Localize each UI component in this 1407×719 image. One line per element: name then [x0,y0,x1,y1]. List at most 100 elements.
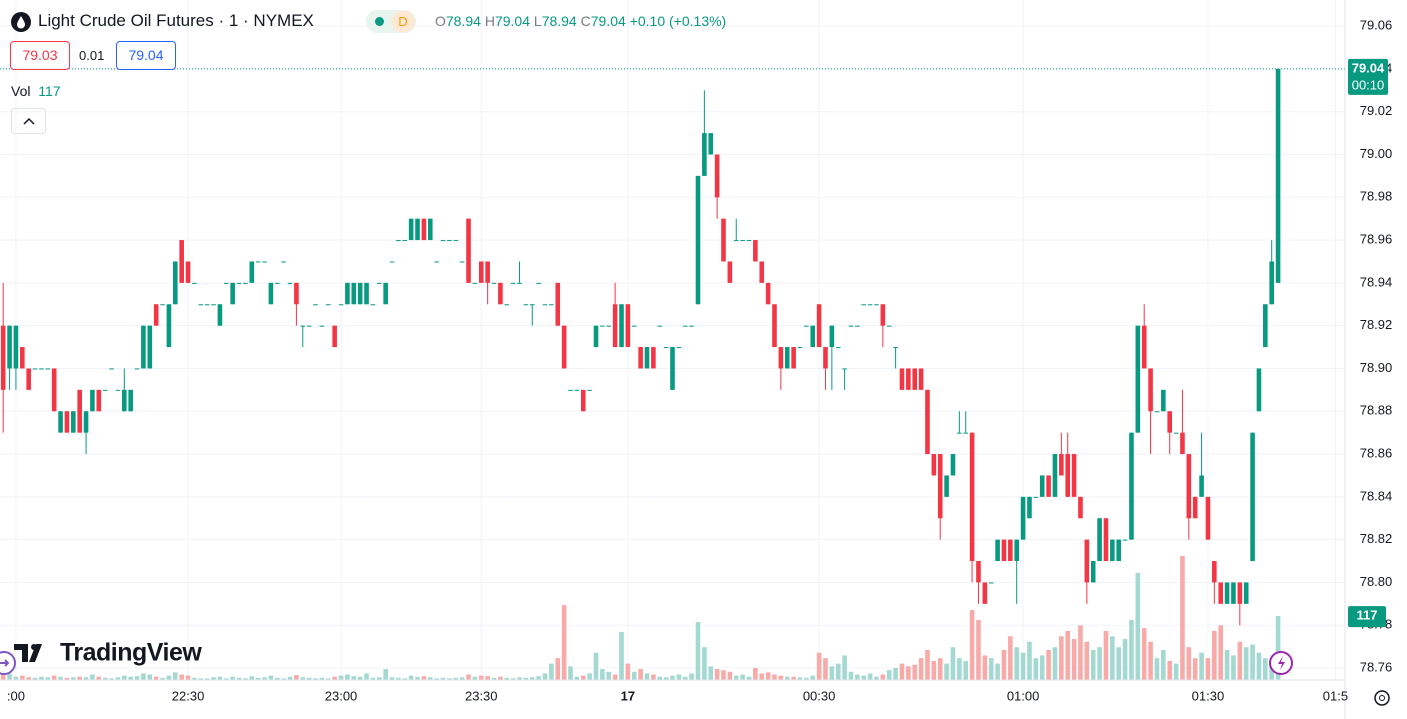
volume-bar [287,676,293,680]
candle-body [810,325,816,348]
status-pill[interactable]: D [366,10,416,33]
candle-body [689,325,694,327]
volume-bar [351,676,357,680]
settings-icon[interactable] [1374,690,1390,706]
volume-bar [185,675,191,680]
candle-body [466,218,471,283]
candle-body [957,432,962,434]
volume-bar [912,664,918,680]
volume-bar [408,675,414,680]
candle-body [638,347,643,369]
volume-bar [1199,652,1204,680]
candle-body [765,282,771,305]
candle-body [600,325,605,327]
volume-bar [561,605,567,680]
last-price-label: 79.04 [1352,60,1385,75]
y-tick-label: 78.82 [1360,531,1393,546]
candle-body [1263,304,1268,348]
volume-bar [657,676,663,680]
candle-body [912,368,918,390]
logo-mark [14,644,42,662]
volume-bar [670,675,675,680]
candle-body [427,218,433,241]
candle-body [893,347,898,349]
collapse-button[interactable] [11,108,46,134]
ohlc-legend: O78.94 H79.04 L78.94 C79.04 +0.10 (+0.13… [435,13,726,29]
candle-body [708,133,714,155]
bid-button[interactable]: 79.03 [10,41,70,70]
candle-body [274,282,280,284]
volume-bar [447,678,452,680]
volume-bar [491,677,497,680]
candle-body [988,582,994,584]
candle-body [1243,582,1249,604]
volume-bar [1243,647,1249,680]
chevron[interactable] [12,109,45,133]
candle-body [695,175,701,305]
y-tick-label: 79.00 [1360,146,1393,161]
volume-bar [192,677,197,680]
volume-bar [1052,647,1058,680]
volume-bar [676,674,682,680]
volume-bar [523,677,529,680]
candle-body [1084,539,1090,583]
candle-body [179,240,184,283]
change-percent: (+0.13%) [669,13,727,29]
candle-body [115,389,121,391]
volume-bar [274,677,280,680]
candle-body [1224,582,1230,604]
volume-bar [517,677,522,680]
volume-bar [1014,647,1020,680]
ask-button[interactable]: 79.04 [116,41,176,70]
watermark: TradingView [60,639,202,667]
candle-body [122,389,127,412]
x-tick-label: 23:30 [465,688,498,703]
candle-body [166,304,172,348]
volume-bar [1218,625,1223,680]
candle-body [345,282,350,305]
candle-body [1033,496,1039,498]
replay-icon[interactable] [0,651,16,675]
settings-gear[interactable] [1374,690,1390,706]
candle-body [733,240,739,242]
volume-label: Vol [11,83,31,99]
y-tick-label: 78.92 [1360,317,1393,332]
candle-body [255,261,261,263]
volume-bar [478,675,484,680]
x-tick-label: 01:00 [1007,688,1040,703]
candle-body [651,347,656,369]
chevron-path[interactable] [23,117,35,125]
candle-body [772,304,777,348]
volume-bar [249,676,255,680]
lightning-icon[interactable] [1269,651,1293,675]
candle-body [759,261,765,283]
volume-bar [306,677,312,680]
volume-bar [1020,652,1026,680]
y-tick-label: 78.86 [1360,445,1393,460]
volume-bar [338,675,344,680]
candle-body [1090,561,1096,583]
volume-bar [829,666,835,680]
volume-bar [1116,647,1122,680]
delay-badge: D [391,11,415,32]
candle-body [829,325,835,348]
y-tick-label: 79.06 [1360,18,1393,33]
candle-body [1180,432,1185,455]
candle-body [740,240,745,242]
volume-bar [83,677,89,680]
candle-body [51,368,57,412]
volume-bar [1033,658,1039,680]
settings-center[interactable] [1379,695,1385,701]
candle-body [568,389,573,391]
candle-body [77,389,82,433]
volume-bar [925,649,930,680]
volume-bar [982,655,988,680]
change: +0.10 [629,13,666,29]
volume-bar [727,671,733,680]
candle-body [542,304,548,306]
replay-arrow[interactable] [0,659,10,667]
lightning-bolt[interactable] [1278,656,1285,670]
candle-body [20,347,25,369]
volume-bar [791,676,796,680]
